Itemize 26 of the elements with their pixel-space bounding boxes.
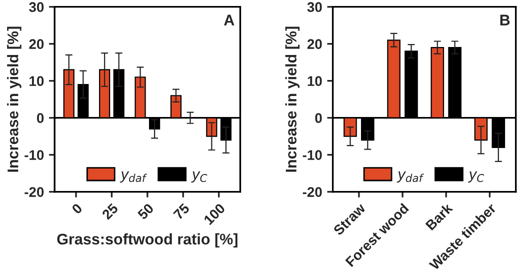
y-tick-label: -10 xyxy=(302,150,322,160)
y-tick-label: -10 xyxy=(24,150,44,160)
y-tick-label: 0 xyxy=(37,113,44,123)
x-tick-label: 0 xyxy=(71,202,83,215)
annotation: A xyxy=(224,14,234,26)
x-tick-label: 50 xyxy=(137,202,154,220)
x-axis-title: Grass:softwood ratio [%] xyxy=(57,233,238,248)
y-tick-label: -20 xyxy=(302,187,322,197)
legend-label: y$_{C}$ xyxy=(468,171,484,183)
y-tick-label: 0 xyxy=(315,113,322,123)
annotation: B xyxy=(500,14,510,26)
y-tick-label: 30 xyxy=(307,2,322,12)
y-tick-label: 20 xyxy=(307,39,322,50)
legend-label: y$_{daf}$ xyxy=(396,171,424,183)
y-tick-label: 10 xyxy=(308,76,322,86)
x-tick-label: 100 xyxy=(203,202,226,226)
y-tick-label: 30 xyxy=(29,2,44,12)
y-tick-label: -20 xyxy=(24,187,44,197)
y-axis-title: Increase in yield [%] xyxy=(7,26,22,172)
y-tick-label: 20 xyxy=(29,39,44,50)
x-tick-label: 25 xyxy=(101,202,119,220)
x-tick-label: 75 xyxy=(172,202,190,220)
y-tick-label: 10 xyxy=(30,76,44,86)
legend-label: y$_{C}$ xyxy=(191,171,208,183)
legend-label: y$_{daf}$ xyxy=(120,171,147,183)
y-axis-title: Increase in yield [%] xyxy=(285,26,300,172)
